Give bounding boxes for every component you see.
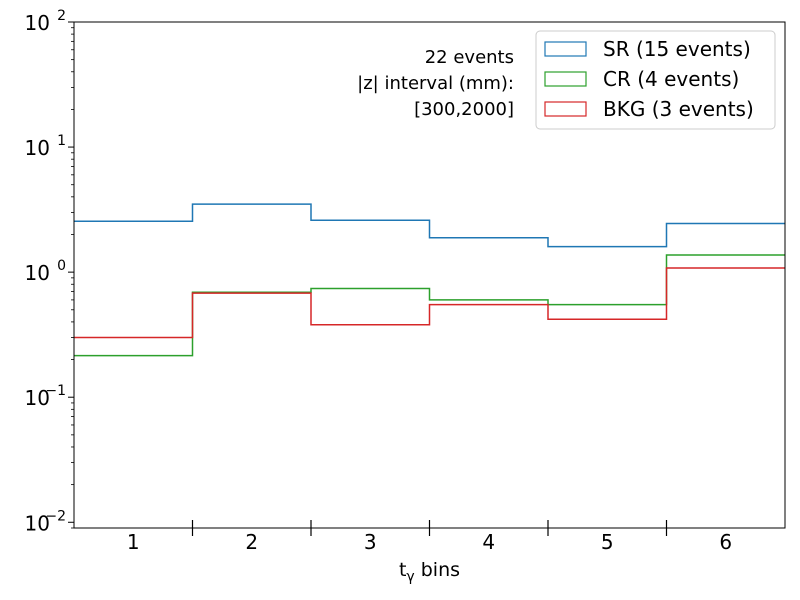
series-line-1 <box>74 203 785 248</box>
x-tick-label-3: 3 <box>364 530 377 554</box>
annotation-line-3: [300,2000] <box>414 99 514 120</box>
legend-swatch-3 <box>544 101 587 117</box>
legend-swatch-2 <box>544 71 587 87</box>
legend-swatch-1 <box>544 41 587 57</box>
y-tick-exp-4: 1 <box>57 133 66 149</box>
x-tick-label-1: 1 <box>127 530 140 554</box>
y-tick-exp-3: 0 <box>57 258 66 274</box>
x-tick-label-5: 5 <box>601 530 614 554</box>
annotation-line-2: |z| interval (mm): <box>357 73 514 94</box>
legend: SR (15 events) CR (4 events) BKG (3 events… <box>535 30 776 130</box>
legend-label-1: SR (15 events) <box>603 37 751 61</box>
series-line-3 <box>74 267 785 339</box>
x-tick-label-6: 6 <box>719 530 732 554</box>
x-axis-label: tγ bins <box>399 559 460 585</box>
annotation-line-1: 22 events <box>425 47 514 68</box>
y-tick-exp-5: 2 <box>57 8 66 24</box>
y-tick-exp-1: −2 <box>45 508 66 524</box>
y-tick-label-2: 10 <box>25 386 50 410</box>
annotation: 22 events |z| interval (mm): [300,2000] <box>357 47 514 120</box>
y-tick-label-1: 10 <box>25 511 50 535</box>
y-tick-label-5: 10 <box>25 11 50 35</box>
y-tick-exp-2: −1 <box>45 383 66 399</box>
legend-label-3: BKG (3 events) <box>603 97 754 121</box>
series-layer <box>74 203 785 357</box>
y-tick-label-3: 10 <box>25 261 50 285</box>
x-tick-label-4: 4 <box>482 530 495 554</box>
legend-box <box>535 30 776 130</box>
legend-label-2: CR (4 events) <box>603 67 739 91</box>
x-tick-label-2: 2 <box>245 530 258 554</box>
y-tick-label-4: 10 <box>25 136 50 160</box>
